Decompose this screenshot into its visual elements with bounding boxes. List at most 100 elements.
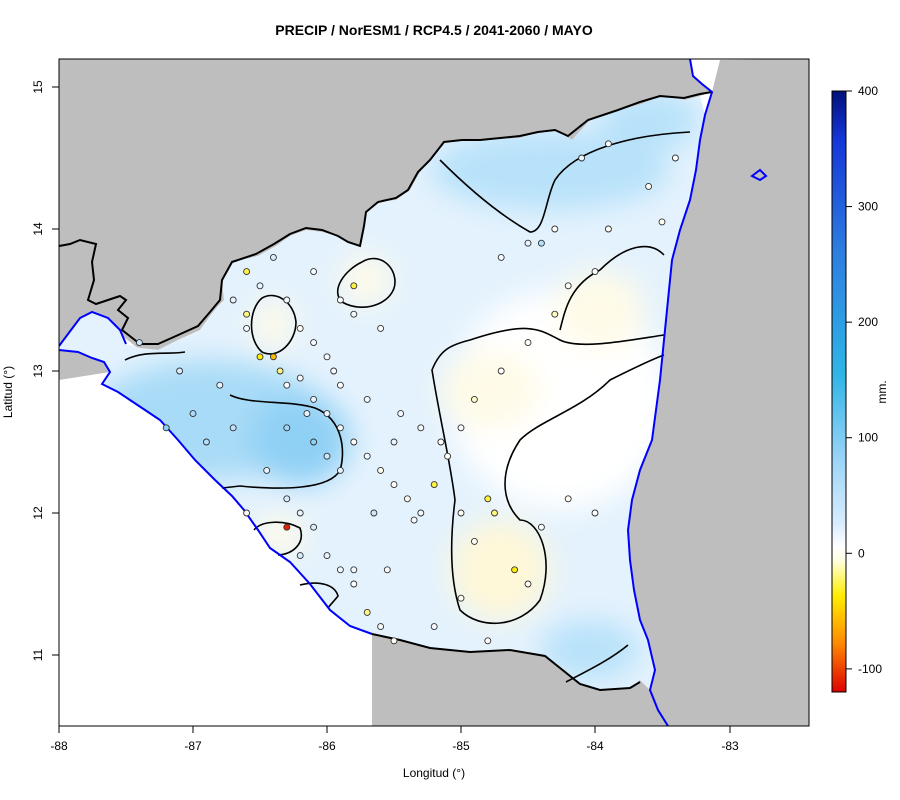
station-point: [457, 509, 465, 517]
contour-line: [253, 521, 303, 556]
colorbar-tick-group: 400 300 200 100 0 -100: [846, 84, 882, 676]
x-tick-label: -87: [184, 739, 202, 753]
station-points: [135, 140, 679, 645]
y-tick-label: 13: [31, 364, 45, 378]
station-point: [229, 424, 237, 432]
contour-line: [439, 131, 691, 233]
x-tick-label: -83: [721, 739, 739, 753]
station-point: [403, 495, 411, 503]
station-point: [243, 324, 251, 332]
station-point: [564, 282, 572, 290]
station-point: [430, 481, 438, 489]
station-point: [537, 523, 545, 531]
station-point: [202, 438, 210, 446]
station-point: [350, 310, 358, 318]
costa-rica-land: [372, 634, 668, 726]
station-point: [645, 182, 653, 190]
station-point: [578, 154, 586, 162]
x-tick-label: -85: [452, 739, 470, 753]
station-point: [457, 594, 465, 602]
colorbar-tick-label: 100: [858, 431, 878, 445]
colorbar: 400 300 200 100 0 -100 mm.: [831, 84, 889, 693]
y-axis: 15 14 13 12 11: [31, 80, 60, 661]
colorbar-bar: [831, 90, 847, 693]
coast-caribbean: [626, 59, 714, 726]
station-point: [336, 566, 344, 574]
station-point: [336, 466, 344, 474]
station-point: [417, 424, 425, 432]
station-point: [283, 495, 291, 503]
field-blob-dry-central: [440, 350, 540, 430]
station-point: [491, 509, 498, 517]
station-point: [377, 324, 385, 332]
plot-area: [59, 59, 809, 726]
colorbar-label: mm.: [875, 380, 889, 403]
station-point: [310, 395, 318, 403]
station-point: [397, 410, 405, 418]
station-point: [243, 310, 251, 318]
station-point: [162, 424, 170, 432]
coast-caribbean-islands: [750, 168, 768, 182]
x-tick-label: -88: [50, 739, 68, 753]
station-point: [363, 395, 371, 403]
contour-line: [559, 269, 601, 331]
country-borders: [59, 91, 713, 692]
field-blob-south: [540, 620, 640, 680]
chart-title: PRECIP / NorESM1 / RCP4.5 / 2041-2060 / …: [275, 22, 593, 38]
station-point: [350, 438, 358, 446]
field-blob-dry-north: [341, 255, 391, 305]
x-tick-label: -84: [586, 739, 604, 753]
station-point: [470, 537, 478, 545]
station-point: [135, 339, 143, 347]
station-point: [229, 296, 237, 304]
contour-line: [221, 394, 344, 489]
station-point: [524, 239, 532, 247]
station-point: [524, 580, 532, 588]
coast-pacific: [59, 349, 373, 635]
station-point: [283, 424, 291, 432]
station-point: [497, 367, 505, 375]
y-axis-label: Latitud (°): [1, 366, 15, 418]
station-point: [551, 225, 559, 233]
colorbar-tick-label: -100: [858, 662, 882, 676]
station-point: [457, 424, 465, 432]
colorbar-tick-label: 200: [858, 315, 878, 329]
station-point: [336, 381, 344, 389]
y-tick-label: 14: [31, 222, 45, 236]
station-point: [256, 353, 264, 361]
station-point: [283, 381, 291, 389]
station-point: [296, 324, 304, 332]
station-point: [296, 509, 304, 517]
station-point: [551, 310, 559, 318]
station-point: [383, 566, 391, 574]
coastline: [59, 59, 768, 726]
station-point: [323, 552, 331, 560]
station-point: [658, 218, 666, 226]
y-tick-label: 12: [31, 506, 45, 520]
colorbar-tick-label: 300: [858, 200, 878, 214]
contour-line: [124, 351, 186, 361]
station-point: [363, 452, 371, 460]
station-point: [350, 282, 358, 290]
station-point: [377, 623, 385, 631]
station-point: [243, 268, 251, 276]
colorbar-tick-label: 0: [858, 546, 865, 560]
station-point: [604, 140, 612, 148]
station-point: [216, 381, 224, 389]
honduras-land: [59, 59, 712, 350]
station-point: [363, 608, 371, 616]
station-point: [303, 410, 311, 418]
station-point: [484, 637, 492, 645]
station-point: [497, 253, 505, 261]
station-point: [323, 353, 331, 361]
station-point: [604, 225, 612, 233]
station-point: [417, 509, 425, 517]
station-point: [524, 339, 532, 347]
field-blob-dry-east: [555, 270, 645, 350]
field-blob-center: [250, 395, 350, 485]
pacific-ocean: [59, 372, 372, 726]
station-point: [437, 438, 445, 446]
station-point: [591, 509, 599, 517]
station-point: [336, 424, 344, 432]
